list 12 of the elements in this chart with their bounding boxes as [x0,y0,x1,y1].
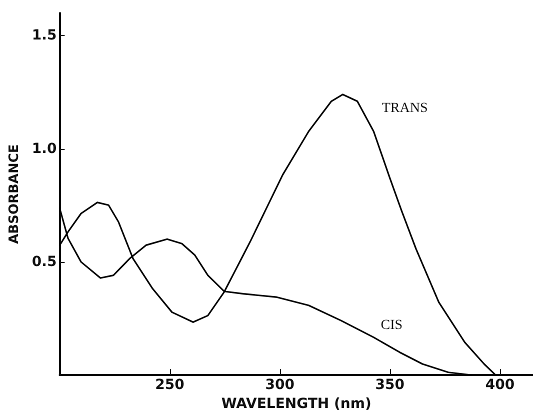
y-tick-label: 0.5 [32,254,57,270]
y-tick-label: 1.5 [32,28,57,44]
x-tick-label: 350 [375,377,405,394]
series-label: TRANS [382,100,428,116]
y-axis-title: ABSORBANCE [7,144,22,244]
x-axis-title: WAVELENGTH (nm) [221,396,372,412]
x-tick-label: 250 [155,377,185,394]
series-label: CIS [380,318,403,333]
y-tick-label: 1.0 [32,140,57,157]
x-tick-label: 300 [265,377,295,394]
line-series [58,94,496,376]
x-tick-label: 400 [485,377,515,394]
